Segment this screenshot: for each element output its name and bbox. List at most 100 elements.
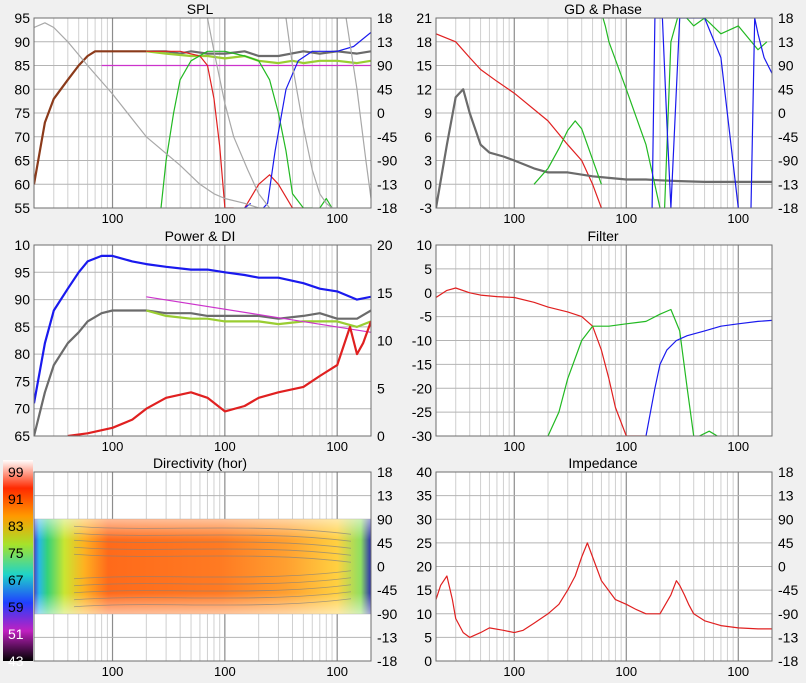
x-tick-label: 100 [102,664,124,679]
y-right-tick-label: 13 [778,34,794,50]
series-line-6 [160,50,313,208]
plot-frame [33,471,372,662]
y-right-tick-label: -45 [377,582,397,598]
y-tick-label: 25 [416,535,432,551]
y-right-tick-label: 90 [377,58,393,74]
color-scale-label: 67 [8,572,24,588]
plot-frame [33,17,372,209]
y-right-tick-label: 90 [377,511,393,527]
series [34,254,371,436]
panel-spl: SPL 95 90 85 80 75 70 65 60 55 18 13 90 45 0 -45 -90 -13 -… [14,1,397,226]
y-tick-label: 75 [14,105,30,121]
y-tick-label: -10 [412,333,432,349]
y-tick-label: 6 [424,129,432,145]
series-line-6 [750,18,772,208]
y-tick-label: -3 [420,200,433,216]
y-right-tick-label: 0 [778,105,786,121]
series-line-3 [645,319,772,436]
y-right-tick-label: -45 [778,582,798,598]
y-right-tick-label: -90 [778,606,798,622]
y-right-tick-label: 13 [377,488,393,504]
y-right-tick-label: 5 [377,380,385,396]
y-right-tick-label: -90 [377,153,397,169]
series-line-0 [34,50,147,185]
series-line-8 [262,31,371,208]
y-right-tick-label: 13 [377,34,393,50]
y-tick-label: 0 [424,653,432,669]
plot-frame [33,244,372,437]
y-right-tick-label: 0 [778,559,786,575]
y-right-tick-label: 45 [377,81,393,97]
color-scale-label: 91 [8,491,24,507]
y-right-tick-label: -18 [377,653,397,669]
y-tick-label: -20 [412,380,432,396]
y-right-tick-label: 15 [377,285,393,301]
y-right-tick-label: 45 [778,81,794,97]
series-line-0 [436,33,602,208]
y-tick-label: -30 [412,428,432,444]
panel-directivity: 99 91 83 75 67 59 51 43 Directivity (hor) 18 13 90 4… [3,455,397,679]
y-tick-label: 80 [14,81,30,97]
y-right-tick-label: -45 [377,129,397,145]
series-line-3 [602,18,661,208]
color-scale-label: 59 [8,599,24,615]
y-right-tick-label: -90 [778,153,798,169]
y-right-tick-label: 90 [778,511,794,527]
series-line-13 [345,18,371,199]
x-tick-label: 100 [326,664,348,679]
x-tick-label: 100 [102,211,124,226]
y-tick-label: 75 [14,373,30,389]
x-tick-label: 100 [214,664,236,679]
y-right-tick-label: -13 [778,176,798,192]
heatmap-shade [34,519,371,614]
color-scale: 99 91 83 75 67 59 51 43 [3,460,33,669]
y-tick-label: 70 [14,129,30,145]
panel-title: GD & Phase [564,1,642,17]
series-line-10 [34,22,270,208]
series [34,18,371,208]
y-tick-label: 0 [424,285,432,301]
y-tick-label: 85 [14,319,30,335]
y-right-tick-label: -13 [778,629,798,645]
panel-title: Impedance [568,455,637,471]
y-tick-label: 10 [14,237,30,253]
y-right-tick-label: -18 [778,200,798,216]
y-tick-label: 0 [424,176,432,192]
panel-impedance: Impedance 40 35 30 25 20 15 10 5 0 18 13 90 45 0 -45 -90… [416,455,798,679]
series [436,542,772,638]
y-right-tick-label: 18 [377,464,393,480]
series-line-7 [319,197,333,208]
y-tick-label: 90 [14,292,30,308]
y-right-tick-label: 13 [778,488,794,504]
series-line-11 [206,18,271,208]
series-line-1 [34,309,371,436]
x-tick-label: 100 [326,439,348,454]
y-tick-label: 35 [416,488,432,504]
y-right-tick-label: 45 [377,535,393,551]
color-scale-label: 43 [8,653,24,669]
series-line-1 [547,308,695,436]
y-tick-label: 30 [416,511,432,527]
x-tick-label: 100 [214,211,236,226]
series-line-2 [533,120,602,185]
y-right-tick-label: 45 [778,535,794,551]
x-tick-label: 100 [503,664,525,679]
y-tick-label: 65 [14,428,30,444]
y-right-tick-label: -18 [377,200,397,216]
series-line-4 [67,321,371,436]
y-tick-label: 5 [424,629,432,645]
panel-title: Directivity (hor) [153,455,247,471]
series-line-2 [146,50,371,65]
x-tick-label: 100 [102,439,124,454]
series-line-1 [436,88,772,208]
y-tick-label: 60 [14,176,30,192]
y-right-tick-label: -13 [377,629,397,645]
y-tick-label: 20 [416,559,432,575]
y-right-tick-label: -45 [778,129,798,145]
y-right-tick-label: 18 [377,10,393,26]
x-tick-label: 100 [727,664,749,679]
plot-frame [435,471,773,662]
y-right-tick-label: 18 [778,464,794,480]
y-right-tick-label: -13 [377,176,397,192]
